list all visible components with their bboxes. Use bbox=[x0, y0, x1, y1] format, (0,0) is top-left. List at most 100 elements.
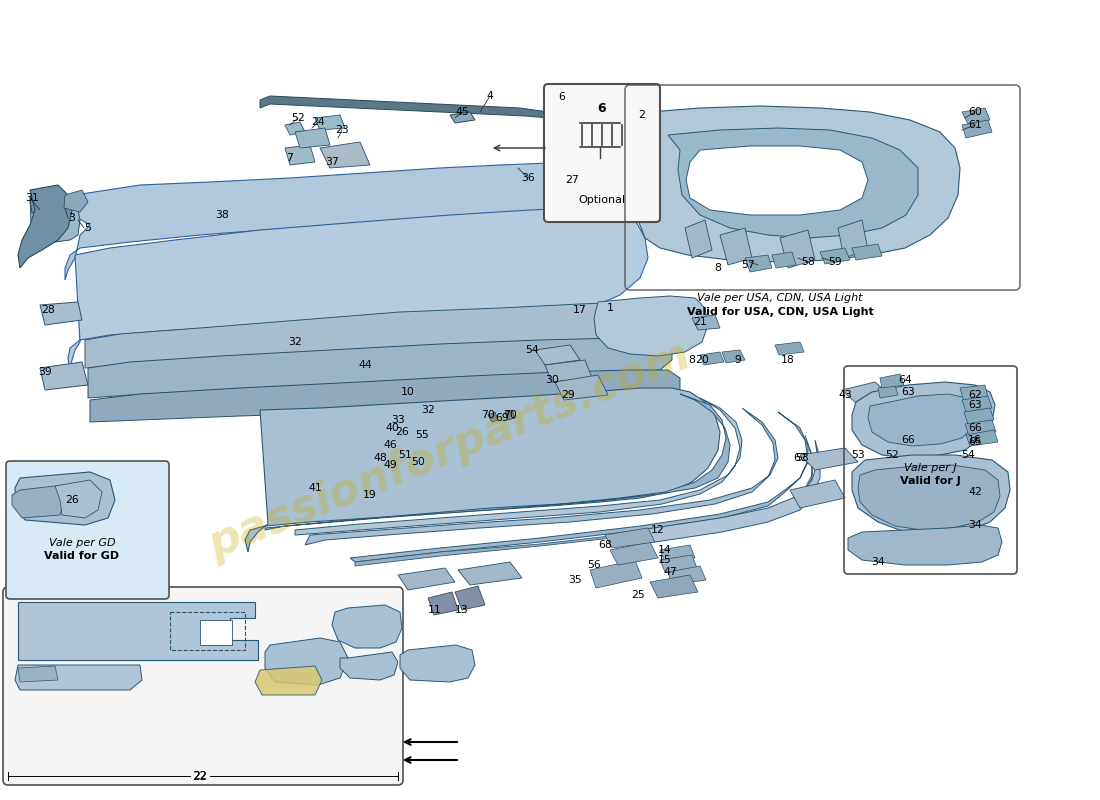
Text: 31: 31 bbox=[25, 193, 39, 203]
Text: 42: 42 bbox=[968, 487, 982, 497]
Text: 18: 18 bbox=[781, 355, 795, 365]
Polygon shape bbox=[30, 195, 80, 245]
Polygon shape bbox=[255, 666, 322, 695]
Text: 10: 10 bbox=[402, 387, 415, 397]
Text: 67: 67 bbox=[793, 453, 807, 463]
Text: 1: 1 bbox=[606, 303, 614, 313]
Polygon shape bbox=[355, 435, 812, 566]
Polygon shape bbox=[570, 108, 645, 125]
Text: 33: 33 bbox=[392, 415, 405, 425]
Polygon shape bbox=[265, 638, 348, 685]
Polygon shape bbox=[852, 455, 1010, 535]
Polygon shape bbox=[650, 575, 699, 598]
Polygon shape bbox=[660, 555, 697, 572]
Bar bbox=[170, 612, 245, 650]
Text: 40: 40 bbox=[385, 423, 399, 433]
Text: 52: 52 bbox=[292, 113, 305, 123]
Polygon shape bbox=[800, 448, 858, 470]
Polygon shape bbox=[868, 394, 978, 446]
Polygon shape bbox=[340, 652, 398, 680]
Text: 54: 54 bbox=[961, 450, 975, 460]
Text: 2: 2 bbox=[639, 110, 646, 120]
Text: 13: 13 bbox=[455, 605, 469, 615]
Polygon shape bbox=[55, 480, 102, 518]
Text: 44: 44 bbox=[359, 360, 372, 370]
Polygon shape bbox=[692, 315, 720, 330]
Polygon shape bbox=[65, 163, 598, 280]
Text: 6: 6 bbox=[597, 102, 606, 114]
Text: 41: 41 bbox=[308, 483, 322, 493]
Polygon shape bbox=[18, 602, 258, 660]
Polygon shape bbox=[660, 545, 695, 562]
Text: 26: 26 bbox=[65, 495, 79, 505]
Polygon shape bbox=[544, 360, 592, 382]
Text: 8: 8 bbox=[715, 263, 722, 273]
FancyBboxPatch shape bbox=[3, 587, 403, 785]
Text: 19: 19 bbox=[363, 490, 377, 500]
Text: 59: 59 bbox=[828, 257, 842, 267]
Text: 53: 53 bbox=[795, 453, 808, 463]
Polygon shape bbox=[790, 480, 845, 508]
Polygon shape bbox=[686, 146, 868, 215]
Text: 66: 66 bbox=[968, 423, 982, 433]
Text: passionforparts.com: passionforparts.com bbox=[202, 334, 697, 566]
Text: 23: 23 bbox=[336, 125, 349, 135]
Text: 57: 57 bbox=[741, 260, 755, 270]
Polygon shape bbox=[535, 345, 580, 365]
Polygon shape bbox=[720, 228, 752, 265]
Polygon shape bbox=[64, 190, 88, 212]
Text: 21: 21 bbox=[693, 317, 707, 327]
Polygon shape bbox=[332, 605, 402, 648]
Polygon shape bbox=[40, 302, 82, 325]
Polygon shape bbox=[848, 525, 1002, 565]
Polygon shape bbox=[488, 412, 498, 422]
Polygon shape bbox=[966, 430, 998, 446]
Text: 20: 20 bbox=[695, 355, 708, 365]
Text: 34: 34 bbox=[968, 520, 982, 530]
Polygon shape bbox=[458, 562, 522, 585]
Polygon shape bbox=[88, 338, 672, 398]
Text: 12: 12 bbox=[651, 525, 664, 535]
Text: Vale per GD: Vale per GD bbox=[48, 538, 116, 548]
Polygon shape bbox=[610, 542, 658, 565]
Text: 35: 35 bbox=[568, 575, 582, 585]
Text: 66: 66 bbox=[901, 435, 915, 445]
Polygon shape bbox=[85, 300, 670, 368]
Text: 51: 51 bbox=[398, 450, 411, 460]
Text: 65: 65 bbox=[968, 437, 982, 447]
Text: 36: 36 bbox=[521, 173, 535, 183]
Text: 62: 62 bbox=[968, 390, 982, 400]
Text: 60: 60 bbox=[968, 107, 982, 117]
Polygon shape bbox=[265, 394, 730, 530]
Polygon shape bbox=[15, 472, 116, 525]
Text: 70: 70 bbox=[503, 410, 517, 420]
Polygon shape bbox=[40, 362, 88, 390]
Polygon shape bbox=[722, 350, 745, 363]
Polygon shape bbox=[842, 382, 890, 405]
Polygon shape bbox=[315, 115, 345, 130]
Polygon shape bbox=[780, 230, 815, 268]
Text: 32: 32 bbox=[421, 405, 434, 415]
Polygon shape bbox=[962, 120, 992, 138]
Text: 69: 69 bbox=[495, 413, 509, 423]
Text: 28: 28 bbox=[41, 305, 55, 315]
Text: 64: 64 bbox=[898, 375, 912, 385]
Text: 53: 53 bbox=[851, 450, 865, 460]
Polygon shape bbox=[880, 374, 904, 388]
Polygon shape bbox=[668, 128, 918, 238]
Polygon shape bbox=[505, 410, 515, 420]
Text: 4: 4 bbox=[486, 91, 494, 101]
Polygon shape bbox=[285, 122, 305, 135]
FancyBboxPatch shape bbox=[544, 84, 660, 222]
Text: 5: 5 bbox=[85, 223, 91, 233]
Polygon shape bbox=[962, 396, 992, 412]
Polygon shape bbox=[30, 195, 80, 213]
Text: 26: 26 bbox=[395, 427, 409, 437]
Text: 3: 3 bbox=[68, 213, 76, 223]
Text: 30: 30 bbox=[546, 375, 559, 385]
Text: Valid for USA, CDN, USA Light: Valid for USA, CDN, USA Light bbox=[686, 307, 873, 317]
Polygon shape bbox=[776, 342, 804, 355]
Text: 24: 24 bbox=[311, 117, 324, 127]
Text: 49: 49 bbox=[383, 460, 397, 470]
Text: Valid for J: Valid for J bbox=[900, 476, 960, 486]
